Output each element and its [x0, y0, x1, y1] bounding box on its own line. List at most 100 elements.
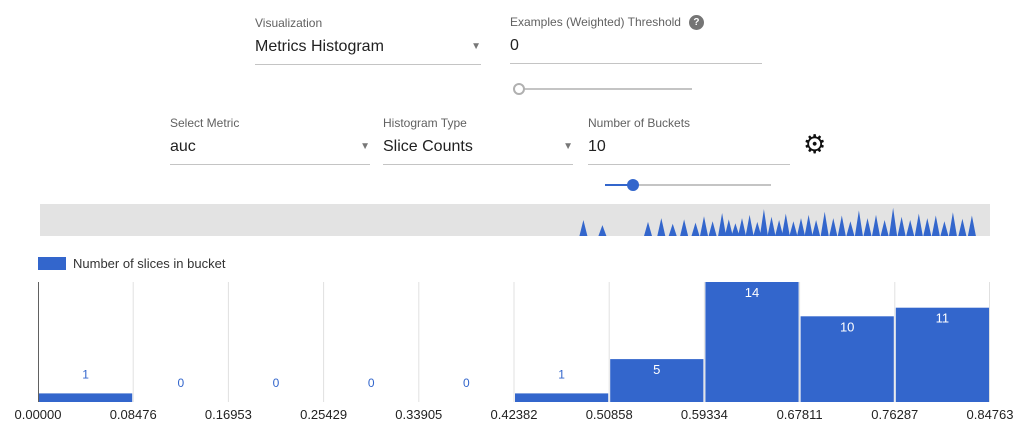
bar-value-label: 1 [82, 367, 89, 381]
overview-density-spike [804, 214, 813, 236]
threshold-label-row: Examples (Weighted) Threshold ? [510, 14, 762, 30]
visualization-dropdown[interactable]: Metrics Histogram ▼ [255, 31, 481, 65]
slider-track[interactable] [520, 88, 692, 90]
x-axis-labels: 0.00000 0.08476 0.16953 0.25429 0.33905 0.423… [0, 407, 1024, 425]
overview-density-spike [781, 213, 790, 236]
x-tick-label: 0.50858 [585, 407, 633, 422]
histogram-type-value: Slice Counts [383, 138, 473, 155]
overview-density-spike [820, 211, 829, 236]
overview-density-spike [797, 218, 805, 236]
overview-density-spike [967, 215, 976, 236]
overview-density-spike [940, 221, 949, 236]
threshold-field: Examples (Weighted) Threshold ? [510, 14, 762, 64]
legend: Number of slices in bucket [38, 256, 225, 271]
overview-density-spike [598, 225, 607, 236]
overview-density-spike [829, 218, 838, 236]
overview-density-spike [948, 212, 957, 236]
overview-density-spike [854, 210, 863, 236]
overview-density-spike [680, 219, 689, 236]
overview-density-spike [931, 215, 940, 236]
bar-value-label: 0 [463, 376, 470, 390]
overview-density-spike [745, 214, 754, 236]
overview-density-spike [708, 221, 717, 236]
select-metric-field: Select Metric auc ▼ [170, 116, 370, 165]
overview-density-spike [724, 219, 733, 236]
select-metric-value: auc [170, 138, 196, 155]
overview-density-spike [906, 220, 915, 236]
bar-value-label: 10 [840, 319, 854, 334]
overview-density-spike [837, 215, 846, 236]
overview-density-spike [958, 218, 967, 236]
x-tick-label: 0.00000 [14, 407, 62, 422]
threshold-slider[interactable] [513, 82, 692, 96]
overview-density-spike [767, 216, 776, 236]
overview-density-spike [889, 207, 898, 236]
overview-density-spike [644, 221, 652, 236]
x-tick-label: 0.67811 [776, 407, 823, 422]
slider-thumb[interactable] [627, 179, 640, 191]
histogram-bar[interactable] [39, 393, 133, 402]
visualization-label: Visualization [255, 16, 323, 30]
x-tick-label: 0.42382 [490, 407, 538, 422]
visualization-field: Visualization Metrics Histogram ▼ [255, 16, 481, 65]
overview-density-spike [668, 223, 677, 236]
buckets-slider[interactable] [605, 178, 771, 192]
threshold-label: Examples (Weighted) Threshold [510, 14, 681, 29]
chevron-down-icon: ▼ [360, 141, 370, 152]
overview-density-spike [863, 218, 872, 236]
overview-density-spike [923, 218, 932, 236]
num-buckets-field: Number of Buckets [588, 116, 790, 165]
histogram-bar[interactable] [800, 316, 894, 402]
histogram-plot: 1 0 0 0 0 1 5 14 10 11 [38, 282, 990, 402]
bar-value-label: 5 [653, 362, 660, 377]
visualization-value: Metrics Histogram [255, 38, 384, 55]
overview-density-spike [846, 221, 855, 236]
x-tick-label: 0.08476 [109, 407, 157, 422]
overview-density-spike [579, 220, 588, 236]
histogram-type-dropdown[interactable]: Slice Counts ▼ [383, 131, 573, 165]
num-buckets-input[interactable] [588, 131, 790, 165]
help-icon[interactable]: ? [688, 14, 704, 30]
bar-value-label: 0 [273, 376, 280, 390]
histogram-bar[interactable] [705, 282, 799, 402]
histogram-type-label: Histogram Type [383, 116, 467, 130]
histogram-bar[interactable] [895, 307, 989, 402]
overview-density-spike [880, 220, 889, 236]
threshold-input[interactable] [510, 30, 762, 64]
overview-density-spike [789, 221, 798, 236]
histogram-type-field: Histogram Type Slice Counts ▼ [383, 116, 573, 165]
histogram-bar[interactable] [610, 359, 704, 402]
slider-active-track [605, 184, 634, 186]
overview-density-spike [738, 218, 746, 236]
overview-density-spike [897, 216, 906, 236]
overview-density-spike [700, 216, 708, 236]
bar-value-label: 1 [558, 367, 565, 381]
x-tick-label: 0.25429 [300, 407, 348, 422]
x-tick-label: 0.59334 [680, 407, 728, 422]
select-metric-dropdown[interactable]: auc ▼ [170, 131, 370, 165]
slider-track[interactable] [605, 184, 771, 186]
legend-label: Number of slices in bucket [73, 256, 226, 271]
bar-value-label: 11 [936, 311, 950, 326]
slider-thumb[interactable] [513, 83, 525, 95]
overview-strip[interactable] [40, 204, 990, 236]
overview-density-spike [731, 223, 740, 236]
overview-density-spike [872, 214, 880, 236]
x-tick-label: 0.84763 [966, 407, 1014, 422]
overview-density-spike [657, 218, 666, 236]
num-buckets-label: Number of Buckets [588, 116, 691, 130]
select-metric-label: Select Metric [170, 116, 240, 130]
overview-density-spike [718, 213, 727, 236]
overview-density-spike [753, 221, 762, 236]
overview-density-spike [691, 222, 700, 236]
overview-density-spike [759, 209, 768, 236]
bar-value-label: 0 [368, 376, 375, 390]
x-tick-label: 0.16953 [204, 407, 252, 422]
histogram-bar[interactable] [515, 393, 609, 402]
overview-density-spike [812, 220, 821, 236]
bar-value-label: 0 [177, 376, 184, 390]
chevron-down-icon: ▼ [563, 141, 573, 152]
settings-gear-icon[interactable]: ⚙ [803, 129, 827, 159]
